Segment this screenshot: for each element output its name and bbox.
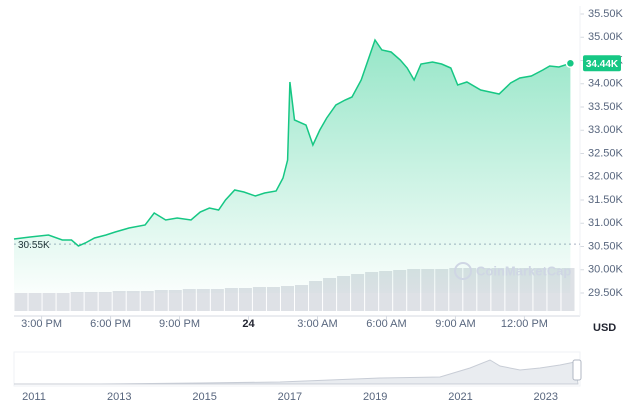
volume-bar xyxy=(140,291,154,311)
y-tick-label: 31.50K xyxy=(588,194,624,206)
price-area xyxy=(14,40,571,293)
volume-bar xyxy=(224,288,238,311)
volume-bar xyxy=(238,288,252,311)
y-tick-label: 33.00K xyxy=(588,124,624,136)
volume-bar xyxy=(98,292,112,311)
x-tick-label: 9:00 AM xyxy=(435,318,475,330)
volume-bar xyxy=(154,290,168,311)
navigator-year: 2019 xyxy=(363,391,387,403)
volume-bar xyxy=(210,289,224,311)
volume-bar xyxy=(56,293,70,311)
navigator-year: 2021 xyxy=(448,391,472,403)
volume-bar xyxy=(168,290,182,311)
navigator-mini-chart xyxy=(14,359,579,385)
volume-bar xyxy=(126,291,140,311)
volume-bar xyxy=(28,293,42,311)
navigator-year: 2023 xyxy=(534,391,558,403)
y-tick-label: 34.00K xyxy=(588,78,624,90)
volume-bar xyxy=(84,292,98,311)
navigator-year: 2015 xyxy=(192,391,216,403)
volume-bar xyxy=(112,291,126,311)
watermark-text: CoinMarketCap xyxy=(476,263,571,278)
x-tick-label: 12:00 PM xyxy=(501,318,548,330)
volume-bar xyxy=(14,293,28,311)
navigator-year: 2011 xyxy=(22,391,46,403)
x-tick-label: 3:00 PM xyxy=(21,318,62,330)
y-tick-label: 31.00K xyxy=(588,217,624,229)
x-tick-label: 9:00 PM xyxy=(159,318,200,330)
y-tick-label: 30.00K xyxy=(588,264,624,276)
y-tick-label: 32.00K xyxy=(588,171,624,183)
x-tick-label: 24 xyxy=(242,318,255,330)
watermark-logo xyxy=(454,262,472,280)
navigator-year: 2017 xyxy=(278,391,302,403)
y-tick-label: 33.50K xyxy=(588,101,624,113)
volume-bar xyxy=(70,292,84,311)
x-tick-label: 6:00 PM xyxy=(90,318,131,330)
navigator-handle[interactable] xyxy=(572,359,582,381)
watermark: CoinMarketCap xyxy=(454,262,571,280)
last-price-label: 34.44K xyxy=(586,59,619,70)
y-tick-label: 35.50K xyxy=(588,8,624,20)
price-line xyxy=(13,38,571,247)
last-point xyxy=(565,58,576,69)
y-tick-label: 35.00K xyxy=(588,31,624,43)
y-tick-label: 29.50K xyxy=(588,287,624,299)
volume-bar xyxy=(42,293,56,311)
y-tick-label: 30.50K xyxy=(588,240,624,252)
y-tick-label: 32.50K xyxy=(588,147,624,159)
x-tick-label: 3:00 AM xyxy=(297,318,337,330)
x-tick-label: 6:00 AM xyxy=(366,318,406,330)
volume-bar xyxy=(196,289,210,311)
last-price-badge xyxy=(583,55,621,72)
navigator-year: 2013 xyxy=(107,391,131,403)
currency-label: USD xyxy=(593,322,616,334)
volume-bar xyxy=(182,289,196,311)
